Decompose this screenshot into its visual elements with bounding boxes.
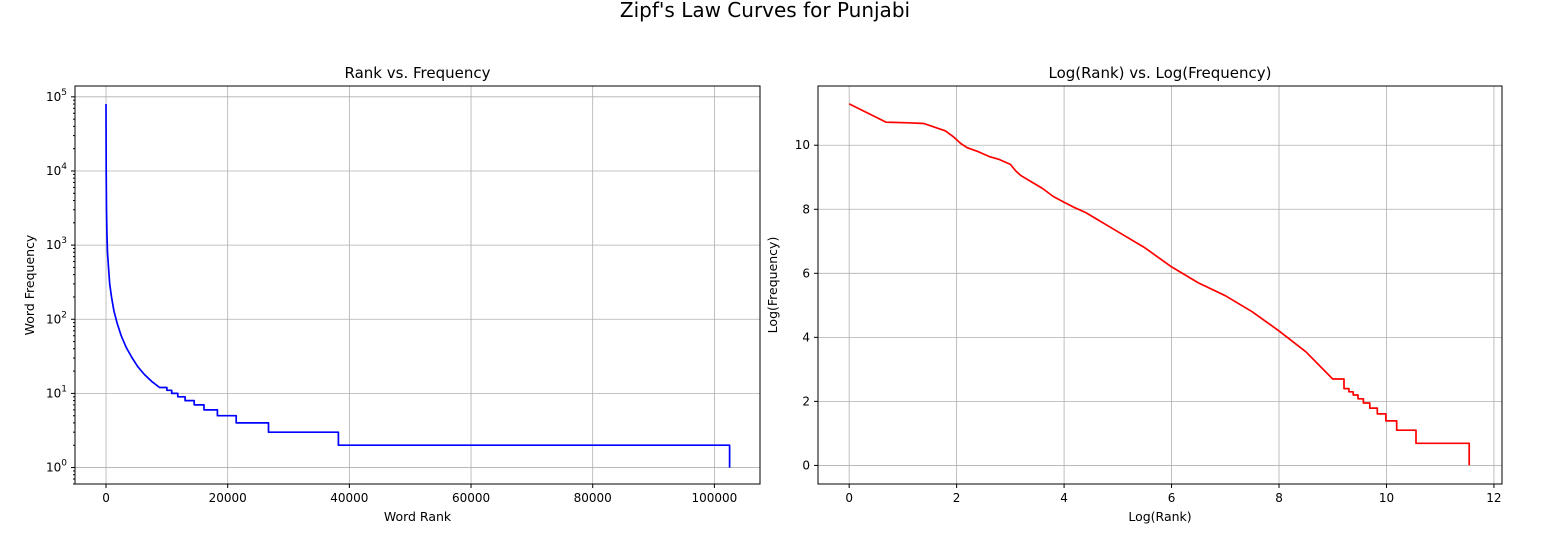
x-tick-label: 80000: [574, 491, 612, 505]
y-tick-label: 103: [46, 236, 67, 252]
series-line: [848, 103, 1471, 466]
plot-frame: [817, 85, 1503, 485]
y-tick-label: 102: [46, 310, 67, 326]
series-line: [105, 103, 731, 468]
y-tick-label: 8: [802, 202, 810, 216]
chart-title: Log(Rank) vs. Log(Frequency): [1049, 64, 1272, 82]
x-tick-label: 12: [1486, 491, 1501, 505]
y-tick-label: 101: [46, 384, 67, 400]
figure-title: Zipf's Law Curves for Punjabi: [619, 0, 911, 22]
log-rank-log-frequency-chart: 0 2 4 6 8 10 12 0 2 4 6 8 10 Log(Rank) vs. Log(Freque…: [765, 64, 1503, 524]
y-axis-label: Log(Frequency): [765, 237, 780, 334]
x-tick-label: 6: [1168, 491, 1176, 505]
x-tick-label: 10: [1379, 491, 1394, 505]
plot-frame: [74, 85, 761, 485]
x-tick-label: 4: [1060, 491, 1068, 505]
x-tick-label: 40000: [330, 491, 368, 505]
rank-frequency-chart: 0 20000 40000 60000 80000 100000 100 101 102 103 1…: [22, 64, 761, 524]
x-tick-label: 20000: [209, 491, 247, 505]
y-tick-label: 4: [802, 330, 810, 344]
y-tick-label: 0: [802, 458, 810, 472]
x-tick-label: 2: [953, 491, 961, 505]
x-axis-label: Log(Rank): [1128, 509, 1191, 524]
x-tick-label: 0: [845, 491, 853, 505]
y-tick-label: 100: [46, 459, 67, 475]
x-tick-label: 100000: [691, 491, 737, 505]
chart-title: Rank vs. Frequency: [345, 64, 491, 82]
x-axis-label: Word Rank: [384, 509, 452, 524]
y-tick-label: 105: [46, 88, 67, 104]
y-tick-label: 104: [46, 162, 67, 178]
y-tick-label: 10: [795, 138, 810, 152]
x-tick-label: 8: [1275, 491, 1283, 505]
x-tick-label: 60000: [452, 491, 490, 505]
x-tick-label: 0: [102, 491, 110, 505]
y-axis-label: Word Frequency: [22, 234, 37, 335]
y-tick-label: 6: [802, 266, 810, 280]
y-tick-label: 2: [802, 394, 810, 408]
